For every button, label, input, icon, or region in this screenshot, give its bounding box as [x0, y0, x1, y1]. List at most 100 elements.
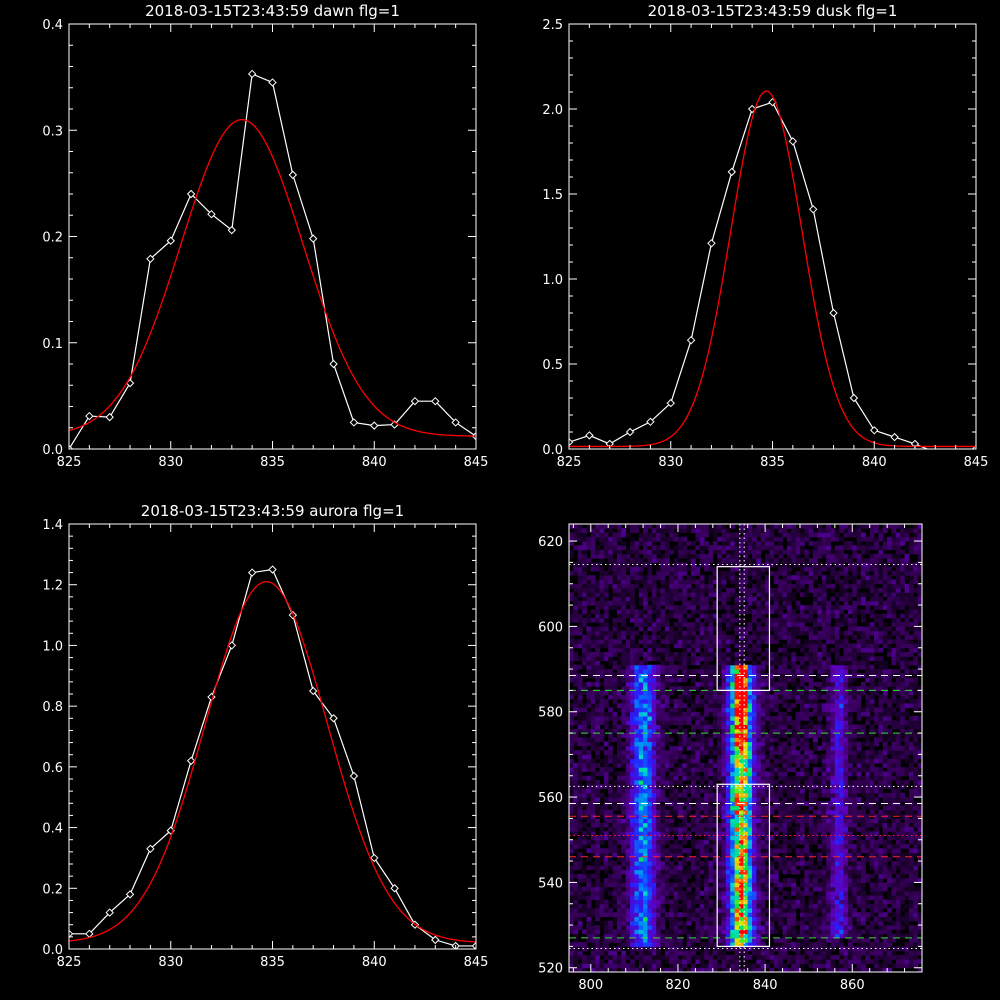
heatmap-cell	[656, 895, 662, 900]
heatmap-cell	[682, 656, 688, 662]
heatmap-cell	[577, 908, 583, 913]
heatmap-cell	[717, 652, 723, 657]
heatmap-cell	[651, 954, 657, 960]
heatmap-cell	[695, 959, 701, 964]
heatmap-cell	[717, 835, 723, 841]
heatmap-cell	[734, 566, 740, 572]
heatmap-cell	[756, 622, 762, 627]
heatmap-cell	[625, 681, 631, 687]
heatmap-cell	[712, 728, 718, 734]
heatmap-cell	[743, 694, 749, 700]
y-tick-label: 1.2	[42, 579, 63, 594]
heatmap-cell	[630, 754, 635, 760]
heatmap-cell	[630, 609, 635, 615]
heatmap-cell	[791, 835, 797, 841]
x-tick-label: 825	[57, 955, 82, 970]
heatmap-cell	[660, 528, 666, 534]
heatmap-cell	[669, 698, 675, 704]
heatmap-cell	[634, 967, 640, 972]
heatmap-cell	[577, 839, 583, 845]
heatmap-cell	[638, 609, 644, 615]
heatmap-cell	[577, 878, 583, 883]
heatmap-cell	[782, 916, 788, 922]
heatmap-cell	[630, 583, 635, 589]
heatmap-cell	[778, 592, 784, 598]
heatmap-cell	[590, 822, 596, 828]
heatmap-cell	[643, 609, 648, 615]
heatmap-cell	[577, 562, 583, 568]
heatmap-cell	[651, 848, 657, 854]
heatmap-cell	[586, 656, 592, 662]
heatmap-cell	[577, 737, 583, 743]
heatmap-cell	[643, 929, 648, 935]
heatmap-cell	[630, 788, 635, 794]
heatmap-cell	[721, 912, 727, 918]
heatmap-cell	[752, 929, 757, 935]
heatmap-cell	[664, 592, 670, 598]
heatmap-cell	[573, 848, 579, 854]
heatmap-cell	[773, 592, 779, 598]
heatmap-cell	[738, 826, 744, 832]
heatmap-cell	[651, 711, 657, 717]
heatmap-cell	[677, 716, 683, 721]
heatmap-cell	[712, 942, 718, 947]
heatmap-cell	[656, 937, 662, 943]
heatmap-cell	[612, 622, 618, 627]
heatmap-cell	[691, 566, 696, 572]
heatmap-cell	[599, 856, 605, 862]
heatmap-cell	[721, 801, 727, 807]
heatmap-cell	[577, 920, 583, 926]
heatmap-cell	[634, 720, 640, 726]
heatmap-cell	[743, 899, 749, 905]
chart-title: 2018-03-15T23:43:59 dawn flg=1	[145, 2, 400, 20]
heatmap-cell	[608, 558, 614, 563]
heatmap-cell	[651, 895, 657, 900]
heatmap-cell	[738, 669, 744, 674]
heatmap-cell	[590, 698, 596, 704]
heatmap-cell	[752, 805, 757, 811]
heatmap-cell	[651, 933, 657, 939]
heatmap-cell	[778, 694, 784, 700]
heatmap-cell	[656, 912, 662, 918]
heatmap-cell	[704, 848, 709, 854]
heatmap-cell	[756, 575, 762, 580]
heatmap-cell	[760, 532, 766, 538]
heatmap-cell	[686, 967, 692, 972]
heatmap-cell	[573, 664, 579, 670]
heatmap-cell	[669, 669, 675, 674]
heatmap-cell	[616, 771, 622, 777]
heatmap-cell	[778, 844, 784, 849]
heatmap-cell	[738, 873, 744, 879]
heatmap-cell	[573, 856, 579, 862]
heatmap-cell	[752, 711, 757, 717]
heatmap-cell	[734, 698, 740, 704]
heatmap-cell	[647, 899, 653, 905]
heatmap-cell	[669, 792, 675, 798]
heatmap-cell	[765, 698, 770, 704]
heatmap-cell	[630, 643, 635, 649]
heatmap-cell	[603, 622, 609, 627]
heatmap-cell	[643, 954, 648, 960]
heatmap-cell	[677, 912, 683, 918]
heatmap-cell	[586, 716, 592, 721]
heatmap-cell	[673, 942, 679, 947]
heatmap-cell	[712, 903, 718, 909]
heatmap-cell	[760, 942, 766, 947]
heatmap-cell	[603, 767, 609, 772]
heatmap-cell	[760, 609, 766, 615]
heatmap-cell	[669, 588, 675, 593]
heatmap-cell	[691, 844, 696, 849]
heatmap-cell	[590, 758, 596, 764]
heatmap-cell	[708, 575, 714, 580]
heatmap-cell	[630, 626, 635, 632]
heatmap-cell	[743, 570, 749, 576]
heatmap-cell	[704, 809, 709, 815]
heatmap-cell	[756, 579, 762, 585]
heatmap-cell	[734, 886, 740, 892]
heatmap-cell	[634, 954, 640, 960]
data-point	[288, 170, 298, 180]
heatmap-cell	[695, 784, 701, 790]
heatmap-cell	[782, 780, 788, 785]
heatmap-cell	[656, 890, 662, 896]
heatmap-cell	[708, 767, 714, 772]
